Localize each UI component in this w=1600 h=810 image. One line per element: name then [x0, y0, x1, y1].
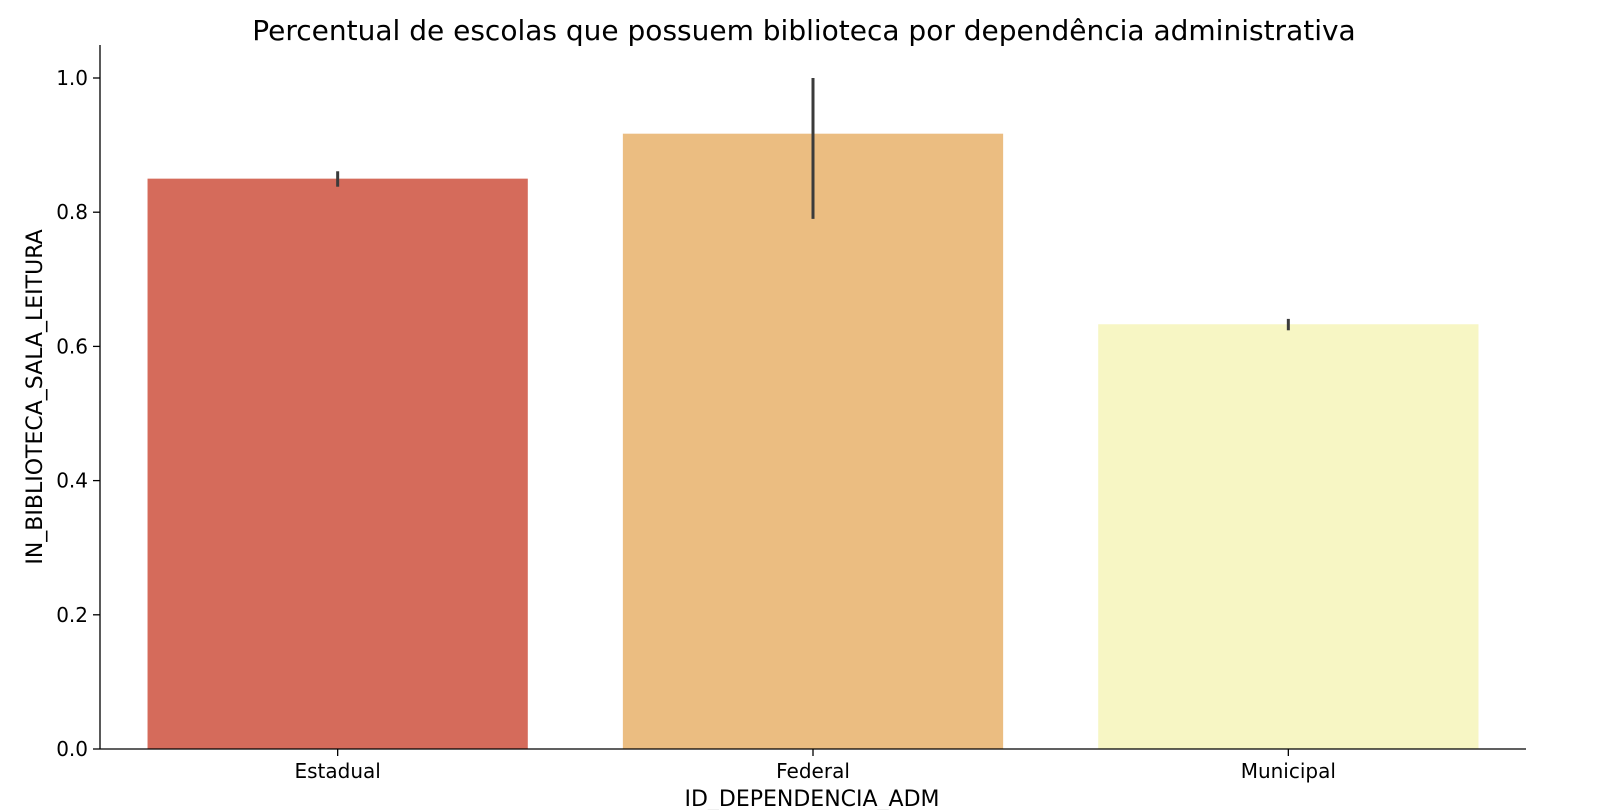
x-axis-label: ID_DEPENDENCIA_ADM	[684, 787, 939, 810]
bar-estadual	[147, 178, 528, 749]
x-tick-label: Estadual	[294, 759, 380, 783]
chart-title: Percentual de escolas que possuem biblio…	[252, 14, 1355, 47]
y-tick-label: 0.6	[56, 334, 88, 358]
x-tick-label: Federal	[776, 759, 850, 783]
y-tick-label: 1.0	[56, 66, 88, 90]
y-tick-label: 0.8	[56, 200, 88, 224]
y-tick-label: 0.4	[56, 469, 88, 493]
y-tick-label: 0.2	[56, 603, 88, 627]
bar-federal	[622, 133, 1004, 749]
x-tick-label: Municipal	[1241, 759, 1336, 783]
y-tick-label: 0.0	[56, 737, 88, 761]
y-axis-label: IN_BIBLIOTECA_SALA_LEITURA	[23, 229, 48, 564]
bar-municipal	[1098, 324, 1479, 749]
plot-area: 0.0 0.2 0.4 0.6 0.8 1.0 Estadual Federal Municip…	[56, 66, 1479, 783]
